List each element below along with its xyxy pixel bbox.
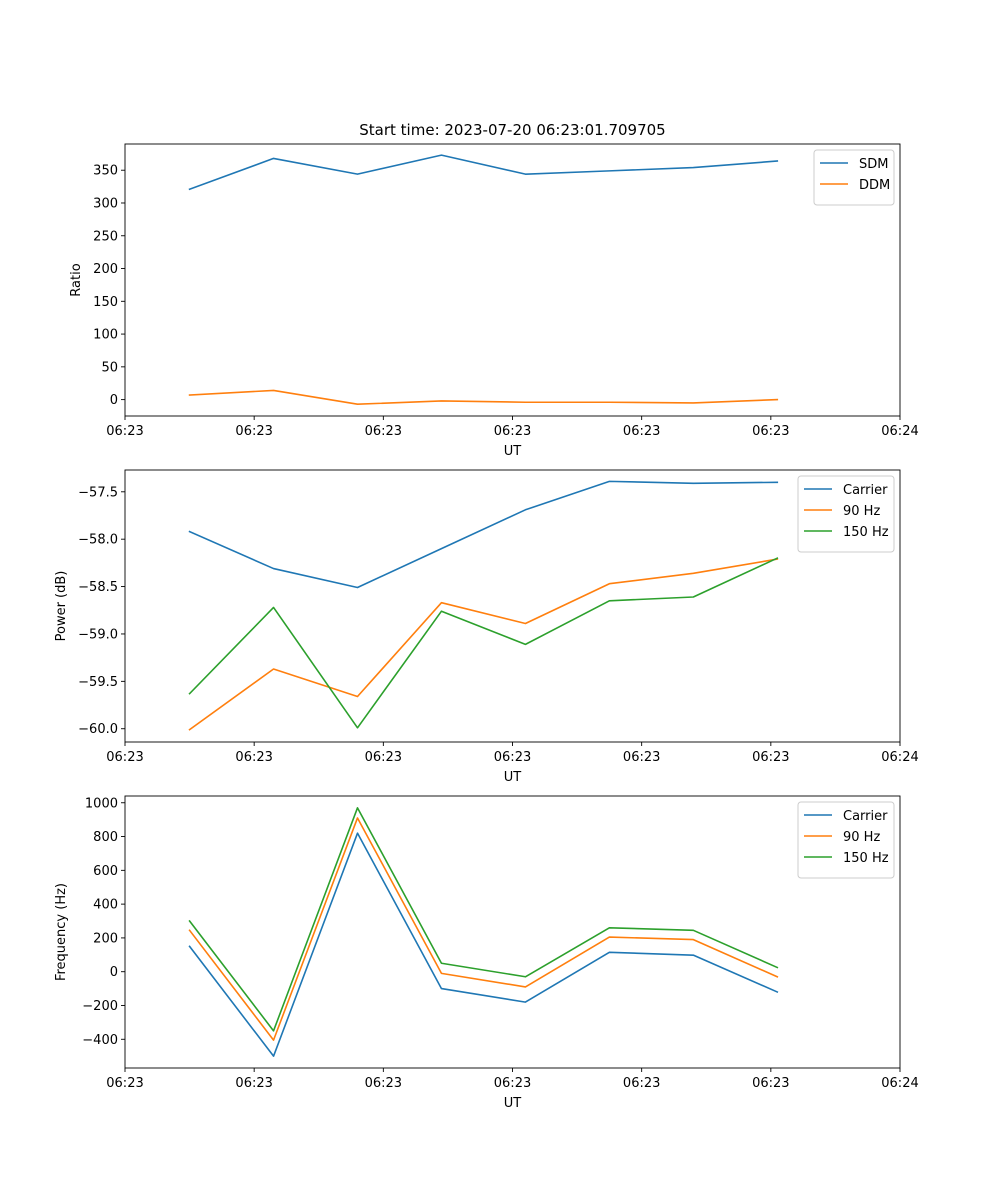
- y-tick-label-ratio: 350: [93, 164, 118, 179]
- series-line-ratio-0: [188, 154, 779, 191]
- y-tick-label-frequency: 200: [93, 931, 118, 946]
- y-tick-label-frequency: −200: [82, 999, 118, 1014]
- series-line-power-0: [188, 480, 779, 589]
- x-tick-label-frequency: 06:23: [365, 1076, 402, 1091]
- series-line-frequency-0: [188, 832, 779, 1057]
- x-tick-label-frequency: 06:23: [623, 1076, 660, 1091]
- legend-label-frequency-2: 150 Hz: [843, 851, 889, 866]
- legend-box-frequency: [797, 801, 895, 879]
- x-tick-label-frequency: 06:23: [235, 1076, 272, 1091]
- legend-label-power-1: 90 Hz: [843, 504, 880, 519]
- y-tick-label-frequency: 400: [93, 898, 118, 913]
- x-tick-label-power: 06:23: [752, 750, 789, 765]
- y-tick-label-power: −60.0: [78, 722, 118, 737]
- x-tick-label-power: 06:23: [235, 750, 272, 765]
- chart-ratio: 06:23 06:23 06:23 06:23 06:23 06:23 06:24 0 50 10…: [69, 143, 919, 459]
- legend-box-power: [797, 475, 895, 553]
- x-tick-label-frequency: 06:23: [106, 1076, 143, 1091]
- series-line-power-2: [188, 557, 779, 729]
- x-tick-label-power: 06:23: [494, 750, 531, 765]
- chart-frequency: 06:23 06:23 06:23 06:23 06:23 06:23 06:24 −400 −…: [54, 795, 919, 1111]
- y-axis-label-power: Power (dB): [54, 571, 69, 642]
- y-axis-label-frequency: Frequency (Hz): [54, 883, 69, 981]
- x-tick-label-frequency: 06:23: [752, 1076, 789, 1091]
- y-tick-label-ratio: 250: [93, 229, 118, 244]
- y-axis-label-ratio: Ratio: [69, 263, 84, 296]
- y-tick-label-ratio: 100: [93, 328, 118, 343]
- y-tick-label-ratio: 200: [93, 262, 118, 277]
- x-tick-label-ratio: 06:23: [365, 424, 402, 439]
- axes-frame-power: [124, 469, 901, 743]
- legend-label-power-2: 150 Hz: [843, 525, 889, 540]
- x-tick-label-frequency: 06:24: [881, 1076, 918, 1091]
- legend-frequency: Carrier 90 Hz 150 Hz: [797, 801, 895, 879]
- y-tick-label-frequency: 0: [110, 965, 118, 980]
- x-axis-label-frequency: UT: [504, 1096, 522, 1111]
- y-tick-label-power: −59.0: [78, 627, 118, 642]
- chart-power: 06:23 06:23 06:23 06:23 06:23 06:23 06:24 −60.0…: [54, 469, 919, 785]
- y-tick-label-frequency: 800: [93, 830, 118, 845]
- x-tick-label-ratio: 06:23: [623, 424, 660, 439]
- legend-label-frequency-1: 90 Hz: [843, 830, 880, 845]
- legend-label-power-0: Carrier: [843, 483, 888, 498]
- y-tick-label-ratio: 50: [101, 360, 118, 375]
- y-tick-label-ratio: 0: [110, 393, 118, 408]
- legend-label-ratio-0: SDM: [859, 157, 888, 172]
- x-tick-label-power: 06:23: [365, 750, 402, 765]
- x-tick-label-ratio: 06:23: [752, 424, 789, 439]
- axes-frame-ratio: [124, 143, 901, 417]
- x-axis-label-ratio: UT: [504, 444, 522, 459]
- y-tick-label-power: −57.5: [78, 485, 118, 500]
- y-tick-label-power: −58.5: [78, 580, 118, 595]
- legend-label-ratio-1: DDM: [859, 178, 890, 193]
- x-axis-label-power: UT: [504, 770, 522, 785]
- axes-frame-frequency: [124, 795, 901, 1069]
- x-tick-label-power: 06:23: [106, 750, 143, 765]
- series-line-power-1: [188, 558, 779, 731]
- legend-label-frequency-0: Carrier: [843, 809, 888, 824]
- y-tick-label-ratio: 300: [93, 196, 118, 211]
- y-tick-label-power: −59.5: [78, 675, 118, 690]
- x-tick-label-power: 06:23: [623, 750, 660, 765]
- series-line-ratio-1: [188, 389, 779, 406]
- figure-title: Start time: 2023-07-20 06:23:01.709705: [359, 121, 665, 139]
- series-line-frequency-1: [188, 817, 779, 1041]
- y-tick-label-frequency: 600: [93, 864, 118, 879]
- y-tick-label-ratio: 150: [93, 295, 118, 310]
- x-tick-label-frequency: 06:23: [494, 1076, 531, 1091]
- legend-power: Carrier 90 Hz 150 Hz: [797, 475, 895, 553]
- x-tick-label-ratio: 06:24: [881, 424, 918, 439]
- y-tick-label-frequency: −400: [82, 1033, 118, 1048]
- x-tick-label-power: 06:24: [881, 750, 918, 765]
- x-tick-label-ratio: 06:23: [235, 424, 272, 439]
- x-tick-label-ratio: 06:23: [494, 424, 531, 439]
- y-tick-label-frequency: 1000: [85, 796, 118, 811]
- x-tick-label-ratio: 06:23: [106, 424, 143, 439]
- y-tick-label-power: −58.0: [78, 533, 118, 548]
- legend-ratio: SDM DDM: [813, 149, 895, 206]
- series-line-frequency-2: [188, 807, 779, 1032]
